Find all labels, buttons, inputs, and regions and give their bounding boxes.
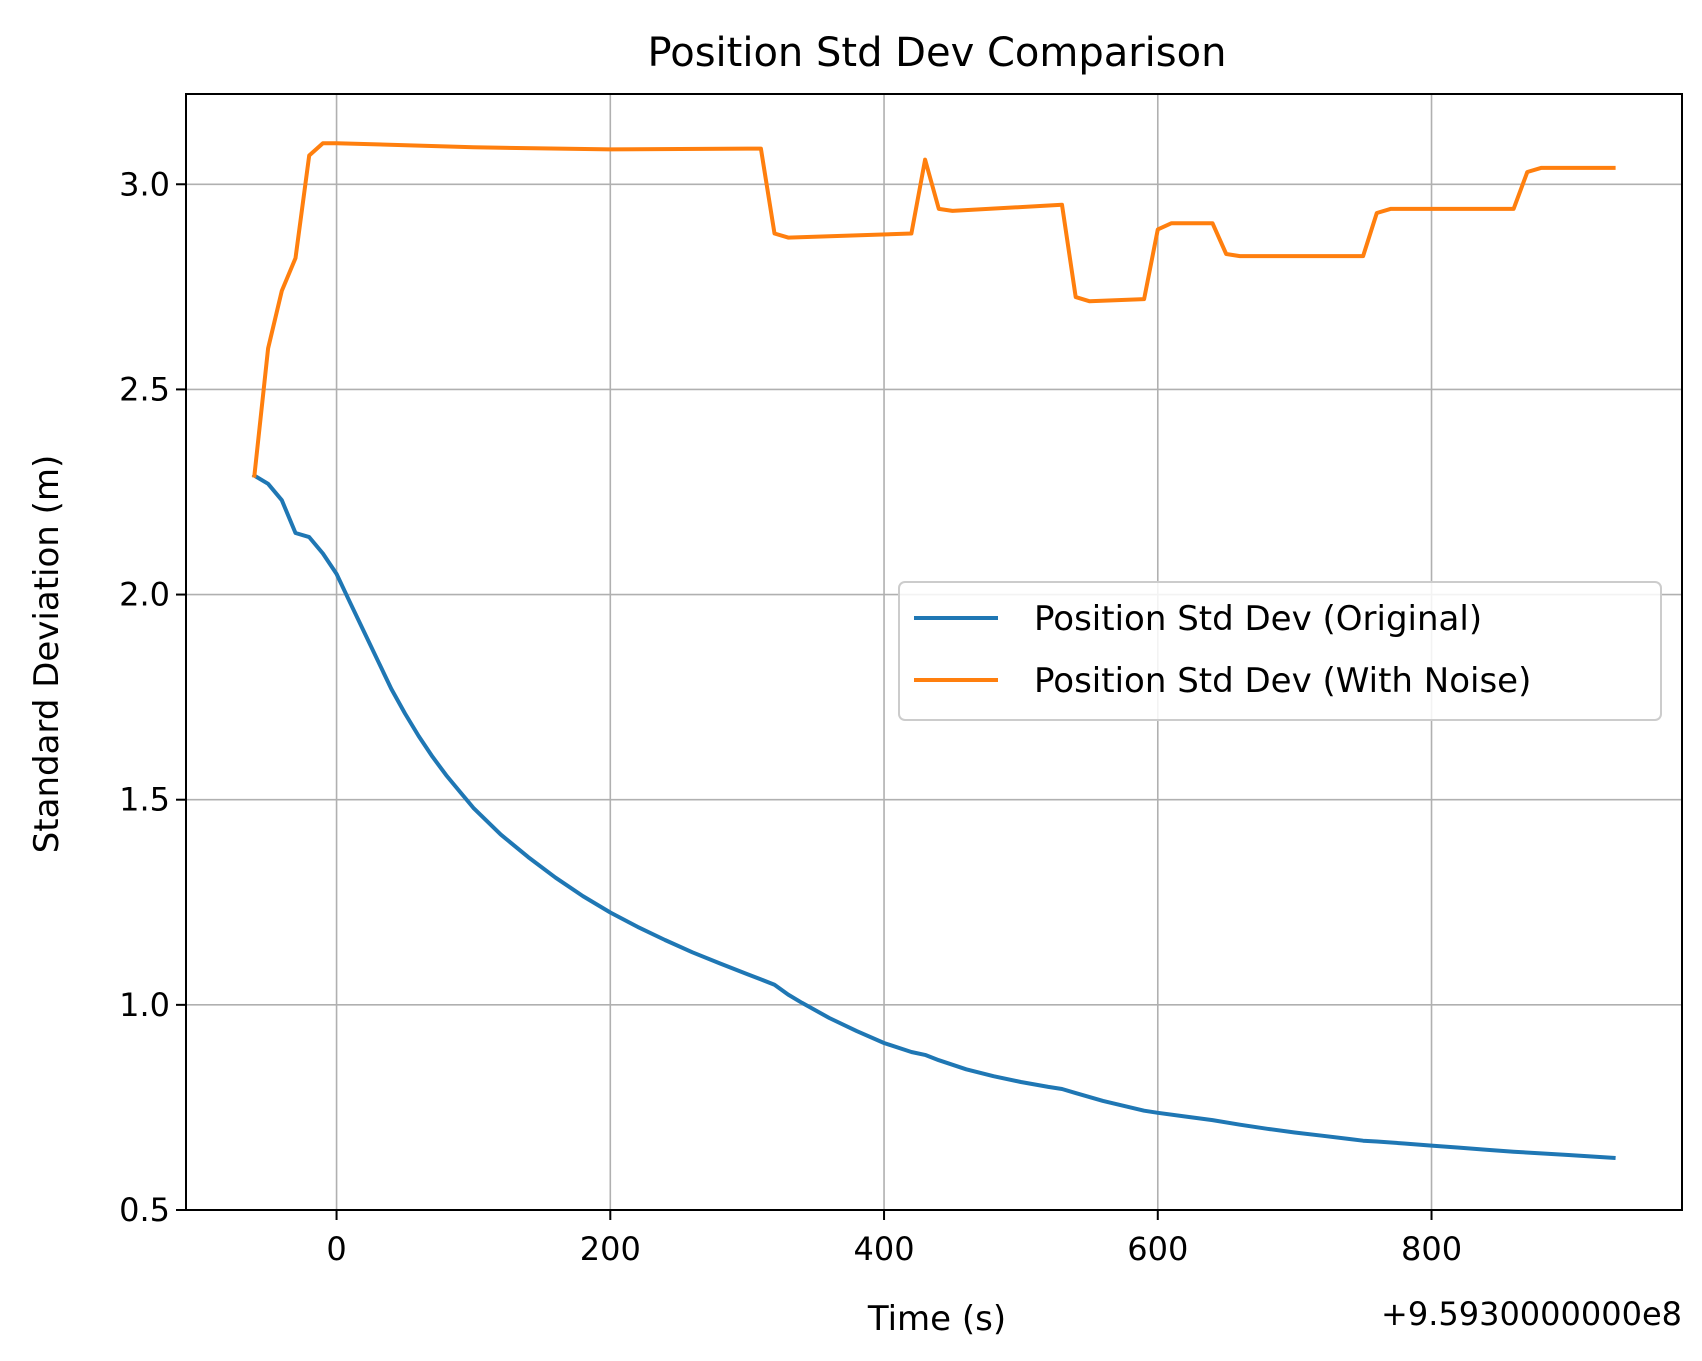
- x-axis-label: Time (s): [867, 1299, 1006, 1339]
- y-tick-label: 2.0: [119, 576, 170, 614]
- y-tick-label: 2.5: [119, 370, 170, 408]
- x-tick-label: 600: [1127, 1230, 1188, 1268]
- plot-area-frame: [185, 93, 1683, 1211]
- series-layer: [251, 141, 1616, 1161]
- y-tick-label: 3.0: [119, 165, 170, 203]
- y-axis-label: Standard Deviation (m): [27, 455, 67, 854]
- series-line-with-noise: [252, 141, 1616, 478]
- legend-label-original: Position Std Dev (Original): [1034, 599, 1482, 639]
- legend-box: [898, 581, 1662, 721]
- series-line-original: [251, 472, 1616, 1161]
- chart-title: Position Std Dev Comparison: [648, 30, 1227, 76]
- legend: Position Std Dev (Original) Position Std…: [898, 581, 1662, 721]
- y-tick-label: 0.5: [119, 1191, 170, 1229]
- x-axis-offset-label: +9.5930000000e8: [1381, 1295, 1682, 1333]
- tick-layer: 0 200 400 600 800 0.5 1.0 1.5 2.0 2.5 3.0: [119, 165, 1462, 1268]
- x-tick-label: 400: [854, 1230, 915, 1268]
- y-tick-label: 1.5: [119, 781, 170, 819]
- x-tick-label: 0: [326, 1230, 346, 1268]
- x-tick-label: 200: [580, 1230, 641, 1268]
- legend-label-with-noise: Position Std Dev (With Noise): [1034, 661, 1531, 701]
- y-tick-label: 1.0: [119, 986, 170, 1024]
- x-tick-label: 800: [1401, 1230, 1462, 1268]
